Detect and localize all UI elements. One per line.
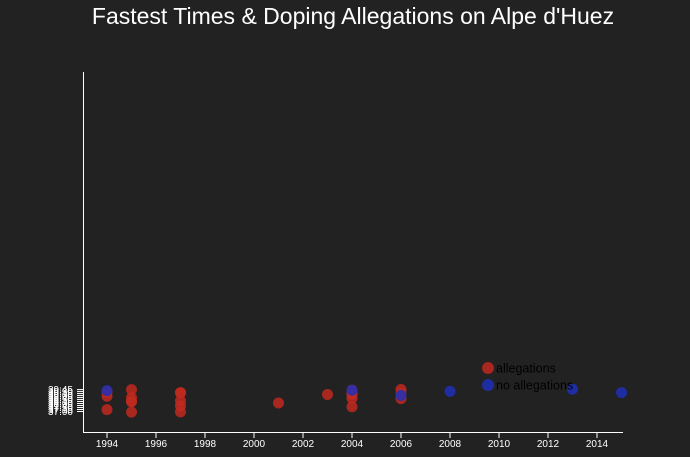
data-point bbox=[175, 387, 186, 399]
x-tick-label: 2010 bbox=[488, 439, 511, 450]
data-point bbox=[126, 396, 137, 408]
y-ticks: 37:0037:1537:3037:4538:0038:1538:3038:45… bbox=[48, 385, 83, 418]
data-point bbox=[126, 406, 137, 418]
data-point bbox=[346, 401, 358, 413]
y-tick-label: 39:30 bbox=[48, 387, 73, 398]
data-point bbox=[273, 397, 284, 409]
y-tick-label: 38:30 bbox=[48, 395, 73, 406]
x-ticks: 1994 1996 1998 2000 2002 2004 2006 2008 2010 2012… bbox=[96, 432, 609, 450]
x-tick-label: 2006 bbox=[390, 439, 413, 450]
x-tick-label: 1996 bbox=[145, 439, 168, 450]
y-tick-label: 37:15 bbox=[48, 405, 73, 416]
data-point bbox=[126, 384, 137, 396]
y-tick-label: 37:30 bbox=[48, 403, 73, 414]
data-point bbox=[101, 404, 113, 416]
x-tick-label: 2012 bbox=[537, 439, 560, 450]
y-tick-label: 39:15 bbox=[48, 389, 73, 400]
data-points bbox=[101, 383, 627, 418]
data-point bbox=[616, 387, 627, 399]
y-tick-label: 39:00 bbox=[48, 391, 73, 402]
x-tick-label: 1994 bbox=[96, 439, 119, 450]
legend-swatch bbox=[482, 379, 494, 391]
data-point bbox=[346, 392, 358, 404]
y-tick-label: 38:45 bbox=[48, 393, 73, 404]
legend-swatch bbox=[482, 362, 494, 374]
x-tick-label: 2014 bbox=[586, 439, 609, 450]
y-tick-label: 38:00 bbox=[48, 399, 73, 410]
data-point bbox=[346, 384, 358, 396]
x-tick-label: 1998 bbox=[194, 439, 217, 450]
data-point bbox=[322, 389, 333, 401]
data-point bbox=[444, 385, 456, 397]
y-tick-label: 37:00 bbox=[48, 407, 73, 418]
legend: allegations no allegations bbox=[482, 362, 573, 393]
chart-title: Fastest Times & Doping Allegations on Al… bbox=[92, 3, 614, 29]
x-tick-label: 2002 bbox=[292, 439, 315, 450]
y-tick-label: 37:45 bbox=[48, 401, 73, 412]
y-tick-label: 39:45 bbox=[48, 385, 73, 396]
legend-label: no allegations bbox=[496, 379, 573, 393]
data-point bbox=[395, 389, 407, 401]
x-tick-label: 2004 bbox=[341, 439, 364, 450]
y-tick-label: 38:15 bbox=[48, 397, 73, 408]
legend-label: allegations bbox=[496, 362, 556, 376]
data-point bbox=[567, 383, 578, 395]
data-point bbox=[175, 406, 186, 418]
x-tick-label: 2008 bbox=[439, 439, 462, 450]
x-tick-label: 2000 bbox=[243, 439, 266, 450]
data-point bbox=[101, 385, 113, 397]
